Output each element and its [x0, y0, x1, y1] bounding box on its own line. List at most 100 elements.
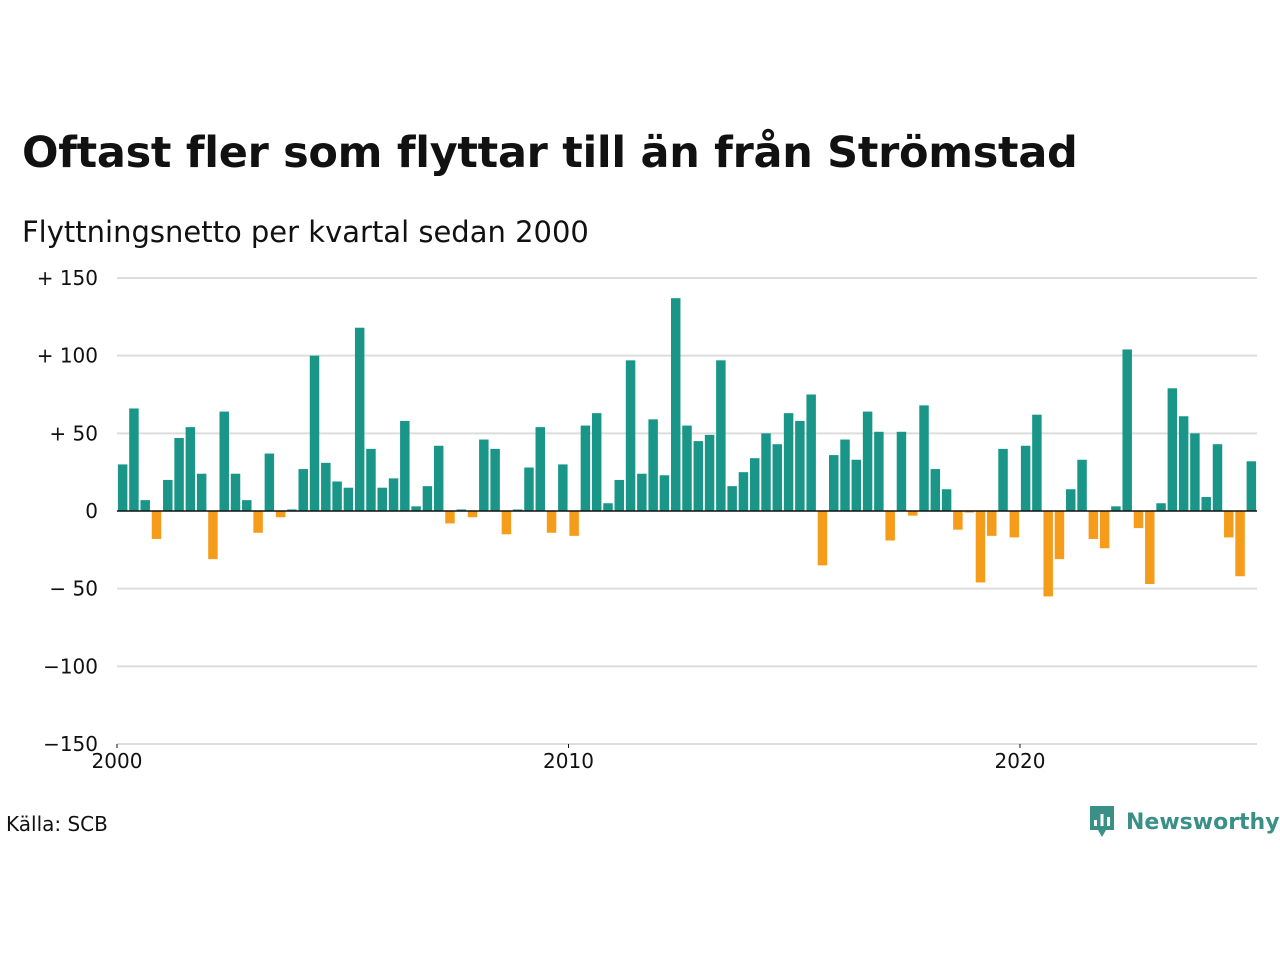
- bar-2006K4: [422, 486, 433, 511]
- y-tick-label: + 150: [37, 266, 98, 290]
- bar-2012K1: [659, 475, 670, 511]
- bar-2004K4: [332, 481, 342, 511]
- bar-2002K2: [219, 411, 229, 511]
- bar-2002K3: [230, 473, 241, 511]
- bar-2014K3: [772, 444, 783, 511]
- bar-2002K1: [208, 511, 218, 560]
- bar-2010K1: [569, 511, 579, 536]
- bar-2002K4: [242, 500, 252, 511]
- y-tick-label: + 100: [37, 344, 98, 368]
- bar-2001K3: [185, 427, 196, 511]
- chart-subtitle: Flyttningsnetto per kvartal sedan 2000: [22, 215, 589, 249]
- bar-2009K3: [546, 511, 557, 533]
- y-tick-label: − 50: [49, 577, 98, 601]
- bar-2012K3: [682, 425, 692, 511]
- bar-2000K4: [151, 511, 162, 539]
- bar-2022K4: [1145, 511, 1155, 585]
- bar-2023K3: [1178, 416, 1189, 511]
- y-tick-label: −100: [43, 654, 98, 678]
- bar-2013K2: [716, 360, 726, 511]
- x-axis-ticks: 2000 2010 2020: [92, 744, 1045, 773]
- bar-2015K3: [817, 511, 828, 566]
- bar-2006K1: [388, 478, 399, 511]
- bar-2025K1: [1246, 461, 1257, 511]
- newsworthy-chart-bubble-icon: [1090, 806, 1114, 837]
- bar-2014K2: [761, 433, 771, 511]
- bar-2017K3: [908, 511, 918, 516]
- bar-2019K3: [998, 448, 1008, 511]
- bar-2007K3: [456, 509, 466, 511]
- bar-2024K1: [1201, 497, 1211, 511]
- bar-2020K4: [1054, 511, 1065, 560]
- bar-2013K1: [704, 434, 715, 511]
- bar-2024K3: [1224, 511, 1234, 538]
- bars: [117, 298, 1257, 597]
- bar-2024K4: [1235, 511, 1245, 577]
- bar-2019K4: [1009, 511, 1020, 538]
- bar-2010K3: [591, 413, 602, 511]
- bar-2003K3: [275, 511, 286, 518]
- bar-2015K1: [795, 420, 805, 511]
- bar-2009K2: [535, 427, 546, 511]
- bar-2018K1: [930, 469, 941, 511]
- bar-2007K2: [445, 511, 455, 524]
- bar-2021K1: [1066, 489, 1076, 511]
- brand-name: Newsworthy: [1126, 809, 1280, 835]
- bar-2008K3: [501, 511, 512, 535]
- bar-2007K1: [433, 445, 444, 511]
- bar-2020K2: [1032, 414, 1042, 511]
- bar-2004K1: [298, 469, 308, 511]
- bar-2016K2: [851, 459, 862, 511]
- bar-2001K1: [163, 479, 173, 511]
- bar-2003K2: [264, 453, 275, 511]
- bar-2018K2: [941, 489, 952, 511]
- bar-2005K3: [366, 448, 376, 511]
- bar-2010K4: [603, 503, 613, 511]
- bar-2024K2: [1212, 444, 1223, 511]
- bar-2006K2: [400, 420, 410, 511]
- y-axis-ticks: + 150 + 100 + 50 0 − 50 −100 −150: [37, 266, 98, 756]
- bar-2008K2: [490, 448, 500, 511]
- bar-2004K3: [321, 462, 331, 511]
- bar-2019K2: [987, 511, 997, 536]
- bar-2011K4: [648, 419, 658, 511]
- y-tick-label: + 50: [49, 421, 98, 445]
- x-tick-label: 2010: [543, 749, 594, 773]
- bar-2009K4: [558, 464, 568, 511]
- bar-2021K2: [1077, 459, 1087, 511]
- bar-2017K4: [919, 405, 929, 511]
- bar-2020K3: [1043, 511, 1053, 597]
- bar-2008K1: [479, 439, 489, 511]
- bar-2017K1: [885, 511, 895, 541]
- bar-2022K1: [1111, 506, 1121, 511]
- bar-2005K4: [377, 487, 387, 511]
- bar-2000K2: [129, 408, 139, 511]
- y-tick-label: 0: [85, 499, 98, 523]
- bar-2011K3: [637, 473, 647, 511]
- bar-chart: + 150 + 100 + 50 0 − 50 −100 −150 2000 2010 2020: [37, 266, 1257, 773]
- bar-2005K2: [354, 327, 365, 511]
- bar-2011K2: [625, 360, 636, 511]
- bar-2018K3: [953, 511, 963, 530]
- bar-2017K2: [896, 431, 907, 511]
- bar-2009K1: [524, 467, 534, 511]
- y-tick-label: −150: [43, 732, 98, 756]
- bar-2011K1: [614, 479, 625, 511]
- bar-2000K3: [140, 500, 150, 511]
- bar-2019K1: [975, 511, 986, 583]
- bar-2001K4: [196, 473, 207, 511]
- bar-2023K1: [1156, 503, 1166, 511]
- x-tick-label: 2000: [92, 749, 143, 773]
- bar-2003K4: [287, 509, 297, 511]
- bar-2020K1: [1020, 445, 1031, 511]
- bar-2014K4: [783, 413, 794, 511]
- bar-2012K4: [693, 441, 704, 511]
- chart-title: Oftast fler som flyttar till än från Str…: [22, 128, 1078, 178]
- bar-2008K4: [512, 509, 523, 511]
- bar-2013K4: [738, 472, 749, 511]
- bar-2016K4: [874, 431, 884, 511]
- bar-2016K3: [862, 411, 873, 511]
- brand-logo: Newsworthy: [1088, 804, 1280, 840]
- bar-2021K3: [1088, 511, 1099, 539]
- bar-2000K1: [117, 464, 128, 511]
